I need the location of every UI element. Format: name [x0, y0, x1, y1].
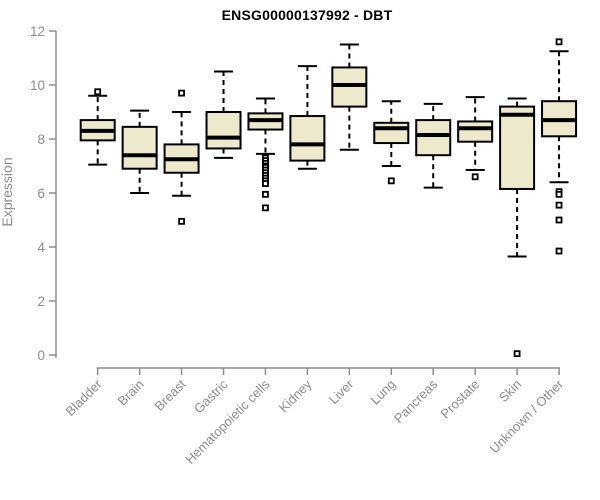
box	[499, 105, 536, 190]
box	[331, 66, 368, 108]
box	[373, 121, 410, 145]
x-category-label: Lung	[367, 377, 398, 408]
box-group-pancreas	[415, 102, 452, 189]
chart-title: ENSG00000137992 - DBT	[221, 7, 393, 23]
outlier-point	[555, 190, 563, 198]
y-axis: 0 2 4 6 8 10 12	[30, 24, 57, 363]
box	[457, 120, 494, 143]
box	[121, 125, 158, 170]
outlier-point	[513, 350, 521, 358]
y-tick-label: 0	[37, 348, 45, 363]
x-category-label: Bladder	[63, 376, 106, 419]
box-group-skin	[499, 97, 536, 358]
box-group-lung	[373, 100, 410, 185]
y-tick-label: 2	[37, 294, 45, 309]
outlier-point	[555, 247, 563, 255]
outlier-point	[555, 201, 563, 209]
box-group-gastric	[205, 70, 242, 159]
box-group-unknown-other	[541, 38, 578, 255]
outlier-point	[178, 217, 185, 225]
x-category-label: Prostate	[437, 377, 482, 422]
x-category-label: Pancreas	[391, 376, 441, 426]
box-group-breast	[163, 89, 200, 225]
outlier-point	[262, 180, 269, 187]
outlier-point	[262, 190, 269, 198]
box	[415, 119, 452, 157]
box-group-kidney	[289, 65, 326, 170]
y-tick-label: 10	[30, 78, 45, 93]
outlier-point	[262, 204, 269, 212]
y-tick-label: 6	[37, 186, 45, 201]
box-group-bladder	[79, 88, 116, 166]
y-axis-title: Expression	[0, 157, 15, 227]
y-tick-label: 12	[30, 24, 45, 39]
x-category-label: Gastric	[191, 376, 231, 416]
box	[289, 115, 326, 162]
outlier-point	[387, 177, 395, 185]
y-tick-label: 8	[37, 132, 45, 147]
outlier-point	[555, 38, 563, 46]
box	[205, 111, 242, 150]
x-category-label: Breast	[152, 376, 189, 413]
x-category-label: Brain	[115, 377, 147, 409]
outlier-point	[471, 173, 479, 181]
box-group-brain	[121, 109, 158, 194]
box-group-prostate	[457, 96, 494, 181]
y-tick-label: 4	[37, 240, 45, 255]
outlier-point	[555, 216, 563, 224]
outlier-point	[94, 88, 102, 96]
box-group-hematopoietic-cells	[247, 97, 284, 212]
x-category-label: Skin	[496, 377, 524, 405]
box-group-liver	[331, 43, 368, 151]
outlier-point	[178, 89, 185, 97]
x-category-label: Unknown / Other	[487, 376, 567, 456]
x-category-label: Liver	[326, 376, 357, 407]
x-category-label: Kidney	[276, 376, 315, 415]
